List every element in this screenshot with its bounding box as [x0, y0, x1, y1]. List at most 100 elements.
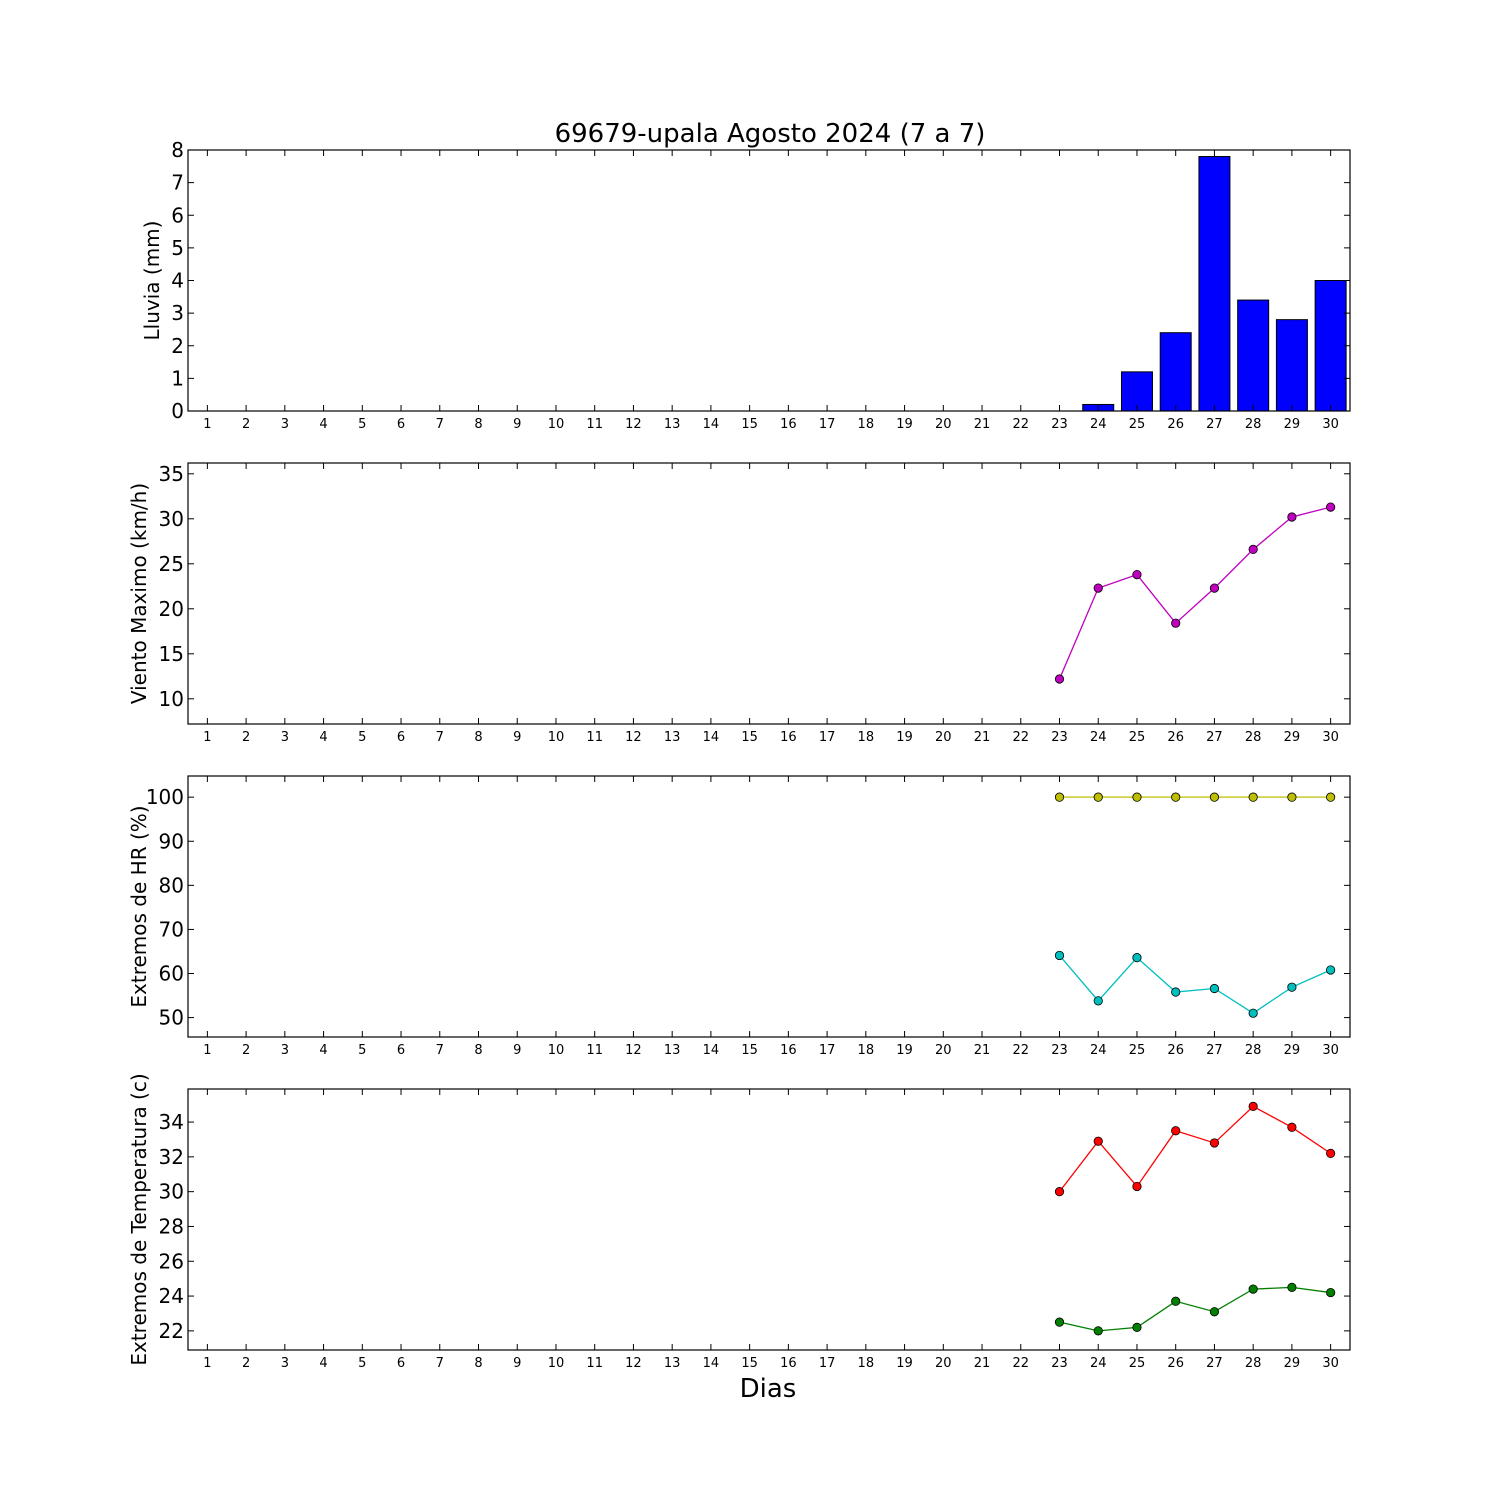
y-tick-label: 3: [171, 301, 184, 325]
y-axis-label: Lluvia (mm): [140, 221, 164, 341]
series-line-2: [1059, 955, 1331, 1014]
x-tick-label: 5: [358, 417, 366, 432]
x-tick-label: 28: [1245, 1043, 1262, 1058]
x-tick-label: 15: [741, 1356, 758, 1371]
x-tick-label: 18: [858, 1356, 875, 1371]
y-axis-label: Extremos de Temperatura (c): [127, 1073, 151, 1365]
y-tick-label: 90: [159, 829, 184, 853]
y-axis-label: Extremos de HR (%): [127, 805, 151, 1007]
x-tick-label: 22: [1012, 417, 1029, 432]
x-tick-label: 11: [586, 1043, 603, 1058]
series-2-point-day-27: [1209, 983, 1220, 994]
x-tick-label: 10: [548, 1356, 565, 1371]
series-line-2: [1059, 1286, 1331, 1332]
axes-frame: [187, 775, 1351, 1038]
x-tick-label: 20: [935, 730, 952, 745]
series-1-point-day-29: [1287, 1122, 1297, 1132]
bar-day-27: [1198, 156, 1231, 412]
series-2-point-day-24: [1093, 996, 1103, 1006]
x-tick-label: 18: [858, 1043, 875, 1058]
y-tick-label: 28: [159, 1214, 184, 1238]
x-tick-label: 6: [397, 1356, 405, 1371]
x-tick-label: 5: [358, 730, 366, 745]
x-tick-label: 29: [1284, 417, 1301, 432]
x-tick-label: 27: [1206, 1043, 1223, 1058]
x-tick-label: 4: [319, 1043, 327, 1058]
x-tick-label: 17: [819, 1043, 836, 1058]
y-tick-label: 60: [159, 962, 184, 986]
x-tick-label: 22: [1012, 730, 1029, 745]
x-tick-label: 27: [1206, 417, 1223, 432]
x-tick-label: 11: [586, 1356, 603, 1371]
y-tick-label: 4: [171, 269, 184, 293]
series-2-point-day-30: [1326, 965, 1336, 975]
series-2-point-day-23: [1054, 1317, 1065, 1327]
series-2-point-day-25: [1132, 1322, 1142, 1332]
series-1-point-day-23: [1054, 1187, 1065, 1197]
series-1-point-day-27: [1209, 792, 1220, 802]
x-tick-label: 9: [513, 417, 521, 432]
y-tick-label: 22: [159, 1319, 184, 1343]
x-tick-label: 16: [780, 1043, 797, 1058]
series-2-point-day-24: [1093, 1326, 1103, 1336]
x-tick-label: 14: [703, 1356, 720, 1371]
x-tick-label: 4: [319, 730, 327, 745]
x-tick-label: 7: [436, 1356, 444, 1371]
x-tick-label: 21: [974, 1356, 991, 1371]
x-tick-label: 6: [397, 730, 405, 745]
x-tick-label: 29: [1284, 1043, 1301, 1058]
x-tick-label: 7: [436, 730, 444, 745]
x-tick-label: 23: [1051, 730, 1068, 745]
panel-3: 1 2 3 4 5 6 7 8 9 10 11 12 13 14 15 16 17 18 19 20 21 22 23 24 2…: [127, 775, 1351, 1058]
x-tick-label: 9: [513, 1043, 521, 1058]
x-tick-label: 25: [1129, 730, 1146, 745]
series-1-point-day-28: [1248, 1101, 1258, 1112]
x-tick-label: 17: [819, 730, 836, 745]
panel-1: 1 2 3 4 5 6 7 8 9 10 11 12 13 14 15 16 17 18 19 20 21 22 23 24 2…: [140, 138, 1351, 432]
y-tick-label: 35: [159, 462, 184, 486]
x-tick-label: 30: [1322, 730, 1339, 745]
x-tick-label: 12: [625, 417, 642, 432]
series-1-point-day-29: [1287, 792, 1297, 802]
x-tick-label: 29: [1284, 1356, 1301, 1371]
x-tick-label: 21: [974, 730, 991, 745]
x-tick-label: 19: [896, 1043, 913, 1058]
x-tick-label: 18: [858, 417, 875, 432]
x-tick-label: 2: [242, 1356, 250, 1371]
y-tick-label: 6: [171, 203, 184, 227]
x-tick-label: 30: [1322, 1356, 1339, 1371]
series-1-point-day-27: [1209, 1138, 1220, 1148]
x-tick-label: 24: [1090, 417, 1107, 432]
x-tick-label: 25: [1129, 1043, 1146, 1058]
x-tick-label: 18: [858, 730, 875, 745]
x-tick-label: 26: [1167, 1356, 1184, 1371]
x-tick-label: 16: [780, 417, 797, 432]
y-tick-label: 25: [159, 552, 184, 576]
x-tick-label: 24: [1090, 1043, 1107, 1058]
series-1-point-day-29: [1287, 512, 1297, 522]
x-tick-label: 1: [203, 730, 211, 745]
figure-title: 69679-upala Agosto 2024 (7 a 7): [555, 119, 986, 149]
series-2-point-day-28: [1248, 1008, 1258, 1018]
x-tick-label: 27: [1206, 730, 1223, 745]
series-1-point-day-28: [1248, 544, 1258, 555]
x-tick-label: 10: [548, 1043, 565, 1058]
x-tick-label: 11: [586, 417, 603, 432]
series-1-point-day-30: [1326, 502, 1336, 512]
panel-4: 1 2 3 4 5 6 7 8 9 10 11 12 13 14 15 16 17 18 19 20 21 22 23 24 2…: [127, 1073, 1351, 1371]
y-tick-label: 5: [171, 236, 184, 260]
x-tick-label: 26: [1167, 417, 1184, 432]
series-1-point-day-30: [1326, 792, 1336, 802]
x-tick-label: 7: [436, 417, 444, 432]
series-2-point-day-25: [1132, 953, 1142, 963]
series-1-point-day-25: [1132, 792, 1142, 802]
x-tick-label: 24: [1090, 730, 1107, 745]
x-tick-label: 14: [703, 417, 720, 432]
x-tick-label: 5: [358, 1356, 366, 1371]
x-tick-label: 13: [664, 1356, 681, 1371]
x-tick-label: 26: [1167, 1043, 1184, 1058]
x-tick-label: 3: [281, 1043, 289, 1058]
x-tick-label: 24: [1090, 1356, 1107, 1371]
x-tick-label: 19: [896, 417, 913, 432]
x-tick-label: 9: [513, 1356, 521, 1371]
